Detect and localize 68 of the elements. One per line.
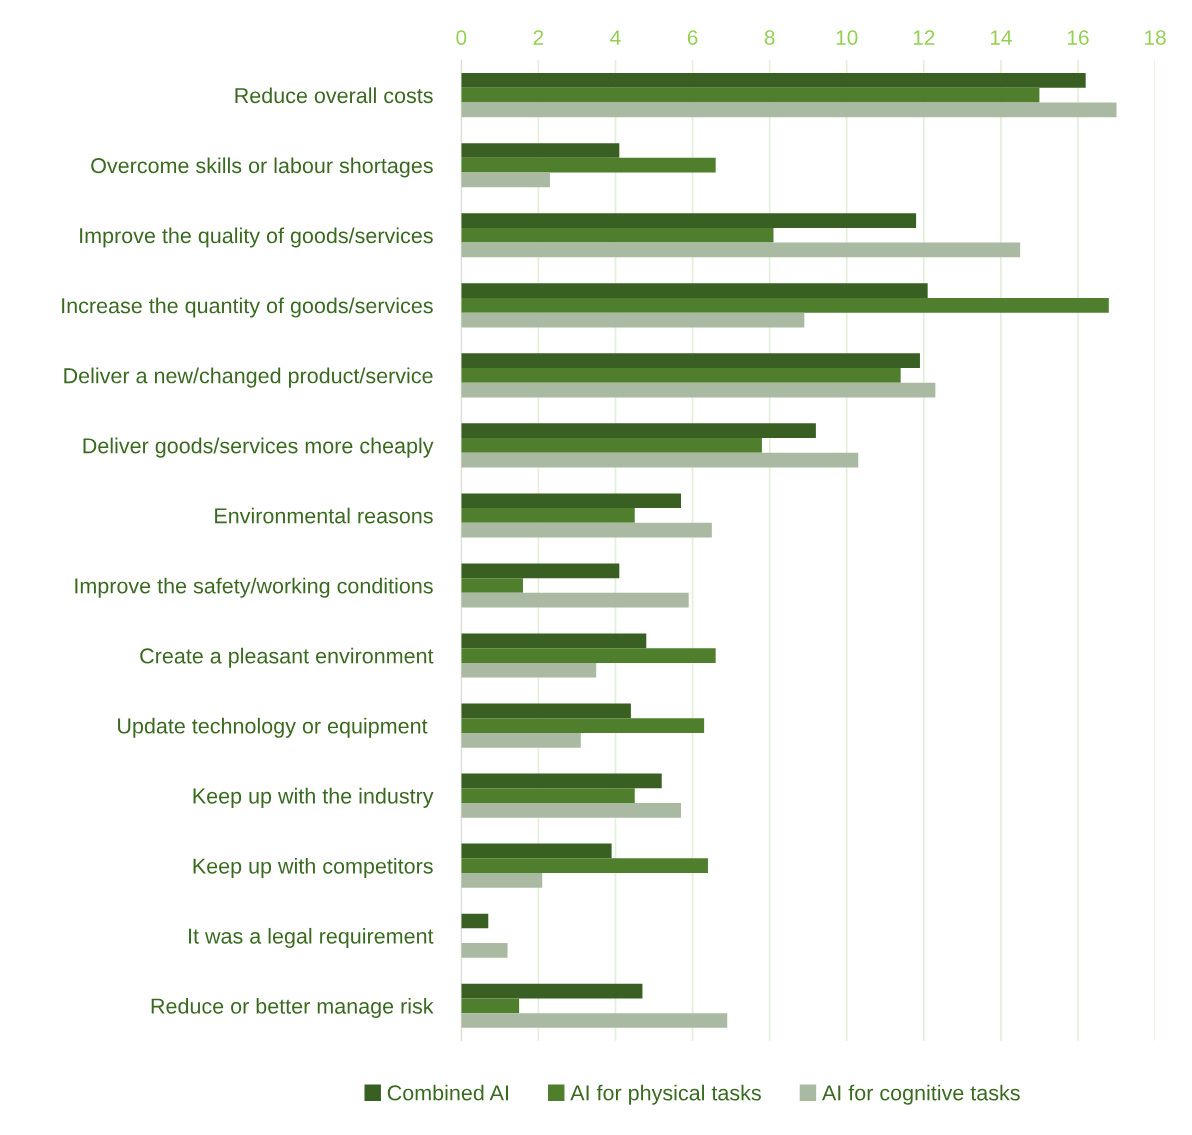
x-tick-label: 6 xyxy=(687,30,698,45)
bar xyxy=(461,312,805,328)
bar xyxy=(461,522,712,538)
bar xyxy=(461,423,816,439)
y-tick-label: Update technology or equipment xyxy=(118,717,428,738)
bar xyxy=(461,213,917,228)
x-tick-label: 2 xyxy=(533,30,544,45)
y-tick-label: Increase the quantity of goods/services xyxy=(62,297,433,318)
bar xyxy=(461,452,859,468)
bar xyxy=(461,227,774,243)
bar xyxy=(461,788,635,803)
bar xyxy=(461,998,520,1014)
y-tick-label: Keep up with the industry xyxy=(193,787,434,808)
x-tick-label: 10 xyxy=(836,30,858,45)
x-tick-label: 16 xyxy=(1067,30,1089,45)
bar xyxy=(461,843,612,859)
x-tick-label: 14 xyxy=(990,30,1012,45)
y-tick-label: It was a legal requirement xyxy=(189,927,434,948)
y-tick-label: Deliver goods/services more cheaply xyxy=(83,437,434,458)
bar xyxy=(461,1013,728,1028)
bar xyxy=(461,157,716,173)
bar xyxy=(461,773,662,789)
x-tick-label: 0 xyxy=(456,30,467,45)
bar xyxy=(461,368,901,383)
bar xyxy=(461,662,597,678)
bar xyxy=(461,592,689,608)
bar xyxy=(461,172,550,188)
bar xyxy=(461,353,920,369)
bar xyxy=(461,87,1040,103)
y-tick-label: Overcome skills or labour shortages xyxy=(91,157,433,178)
y-tick-label: Create a pleasant environment xyxy=(140,647,434,668)
bar xyxy=(461,802,681,818)
bar xyxy=(461,73,1086,88)
legend-label: Combined AI xyxy=(387,1084,508,1101)
y-tick-label: Reduce overall costs xyxy=(235,87,433,104)
y-tick-label: Reduce or better manage risk xyxy=(151,997,434,1019)
legend-label: AI for physical tasks xyxy=(570,1084,761,1105)
bar xyxy=(461,858,708,874)
bar xyxy=(461,283,928,298)
bar xyxy=(461,297,1109,313)
bar xyxy=(461,943,508,958)
bar xyxy=(461,508,635,523)
y-tick-label: Improve the quality of goods/services xyxy=(80,227,433,248)
bar xyxy=(461,703,631,719)
y-tick-label: Keep up with competitors xyxy=(193,857,433,878)
y-tick-label: Deliver a new/changed product/service xyxy=(64,367,433,388)
bar xyxy=(461,913,489,929)
bar xyxy=(461,648,716,663)
x-tick-label: 4 xyxy=(610,30,621,45)
bar xyxy=(461,732,581,748)
bar xyxy=(461,143,620,158)
bar xyxy=(461,382,936,398)
x-tick-label: 8 xyxy=(764,30,775,45)
bar xyxy=(461,873,543,888)
x-tick-label: 18 xyxy=(1145,30,1166,45)
x-tick-label: 12 xyxy=(913,30,935,45)
bar xyxy=(461,578,523,593)
y-tick-label: Improve the safety/working conditions xyxy=(75,577,433,598)
bar xyxy=(461,438,762,453)
bar xyxy=(461,983,643,999)
bar xyxy=(461,102,1117,118)
bar xyxy=(461,563,620,579)
bar xyxy=(461,493,681,509)
bar xyxy=(461,242,1021,258)
bar xyxy=(461,633,647,649)
y-tick-label: Environmental reasons xyxy=(215,507,433,524)
bar xyxy=(461,718,705,733)
legend-label: AI for cognitive tasks xyxy=(821,1084,1020,1105)
